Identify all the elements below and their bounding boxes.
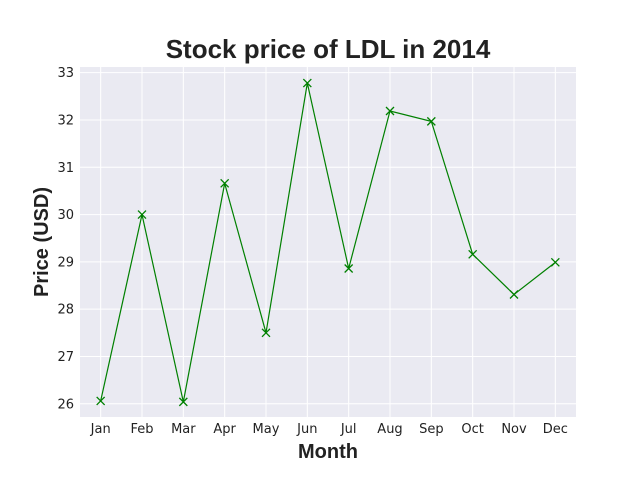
y-tick-label: 27 (57, 350, 74, 365)
y-tick-label: 26 (57, 397, 74, 412)
x-tick-label: Nov (501, 422, 527, 437)
chart-title: Stock price of LDL in 2014 (166, 34, 491, 64)
y-tick-label: 31 (57, 161, 74, 176)
data-point-marker (468, 249, 478, 259)
x-tick-label: Jun (296, 422, 317, 437)
y-tick-label: 32 (57, 113, 74, 128)
data-point-marker (137, 210, 147, 220)
x-tick-label: Mar (171, 422, 196, 437)
x-tick-label: Jan (90, 422, 111, 437)
x-tick-label: Oct (461, 422, 483, 437)
x-axis-label: Month (298, 441, 358, 463)
data-point-marker (550, 257, 560, 267)
x-tick-label: May (253, 422, 280, 437)
y-axis-label: Price (USD) (31, 187, 53, 297)
data-point-marker (344, 264, 354, 273)
y-tick-label: 29 (57, 255, 74, 270)
y-tick-label: 30 (57, 208, 74, 223)
data-point-marker (261, 328, 271, 338)
y-tick-label: 33 (57, 66, 74, 81)
series-group (96, 78, 560, 407)
x-axis-ticks: Jan Feb Mar Apr May Jun Jul Aug Sep Oct Nov Dec (90, 422, 568, 437)
x-tick-label: Feb (130, 422, 153, 437)
x-tick-label: Dec (543, 422, 568, 437)
data-point-marker (426, 116, 436, 126)
series-line (100, 82, 556, 402)
data-point-marker (220, 178, 230, 188)
y-axis-ticks: 26 27 28 29 30 31 32 33 (57, 66, 74, 412)
y-tick-label: 28 (57, 303, 74, 318)
plot-area (80, 67, 576, 417)
data-point-marker (302, 78, 312, 88)
x-tick-label: Aug (377, 422, 402, 437)
x-tick-label: Jul (340, 422, 357, 437)
x-tick-label: Sep (419, 422, 444, 437)
x-tick-label: Apr (213, 422, 236, 437)
data-point-marker (178, 397, 188, 407)
data-point-marker (385, 106, 395, 116)
data-point-marker (509, 290, 519, 299)
data-point-marker (96, 396, 106, 406)
